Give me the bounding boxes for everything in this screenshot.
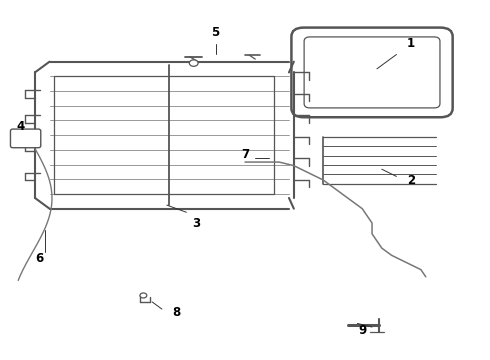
Circle shape (189, 60, 198, 66)
Text: 7: 7 (241, 148, 249, 161)
Text: 2: 2 (407, 174, 415, 186)
Text: 9: 9 (358, 324, 367, 337)
Text: 8: 8 (172, 306, 181, 319)
Text: 1: 1 (407, 37, 415, 50)
FancyBboxPatch shape (304, 37, 440, 108)
Text: 6: 6 (36, 252, 44, 265)
Circle shape (140, 293, 147, 298)
Text: 4: 4 (16, 120, 24, 133)
FancyBboxPatch shape (10, 129, 41, 148)
Text: 3: 3 (192, 216, 200, 230)
FancyBboxPatch shape (292, 28, 453, 117)
Text: 5: 5 (212, 27, 220, 40)
